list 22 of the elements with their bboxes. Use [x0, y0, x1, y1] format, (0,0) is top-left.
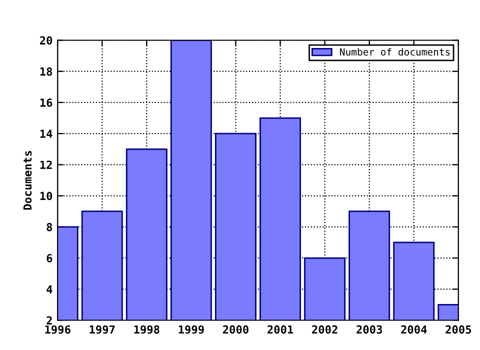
x-tick-label: 1996 [45, 325, 70, 334]
y-tick-label: 4 [46, 285, 52, 294]
x-tick-label: 1997 [90, 325, 115, 334]
x-tick-label: 2000 [222, 325, 248, 334]
y-tick-label: 2 [46, 316, 52, 324]
x-tick-label: 2002 [312, 325, 338, 334]
x-tick-label: 2001 [268, 325, 294, 334]
y-tick-label: 8 [46, 222, 52, 232]
y-tick-label: 12 [40, 160, 52, 169]
y-tick-label: 14 [40, 130, 52, 138]
x-tick-label: 2005 [446, 325, 472, 334]
y-axis-title: Documents [23, 151, 32, 210]
x-tick-label: 2004 [401, 325, 427, 334]
x-tick-label: 1999 [178, 325, 204, 334]
y-tick-label: 20 [40, 36, 52, 45]
y-tick-label: 18 [40, 67, 52, 76]
y-tick-label: 16 [40, 98, 52, 107]
legend-label: Number of documents [340, 48, 450, 56]
y-tick-label: 10 [40, 192, 52, 200]
y-tick-label: 6 [46, 254, 52, 262]
x-tick-label: 2003 [356, 325, 382, 334]
x-tick-label: 1998 [134, 325, 160, 334]
